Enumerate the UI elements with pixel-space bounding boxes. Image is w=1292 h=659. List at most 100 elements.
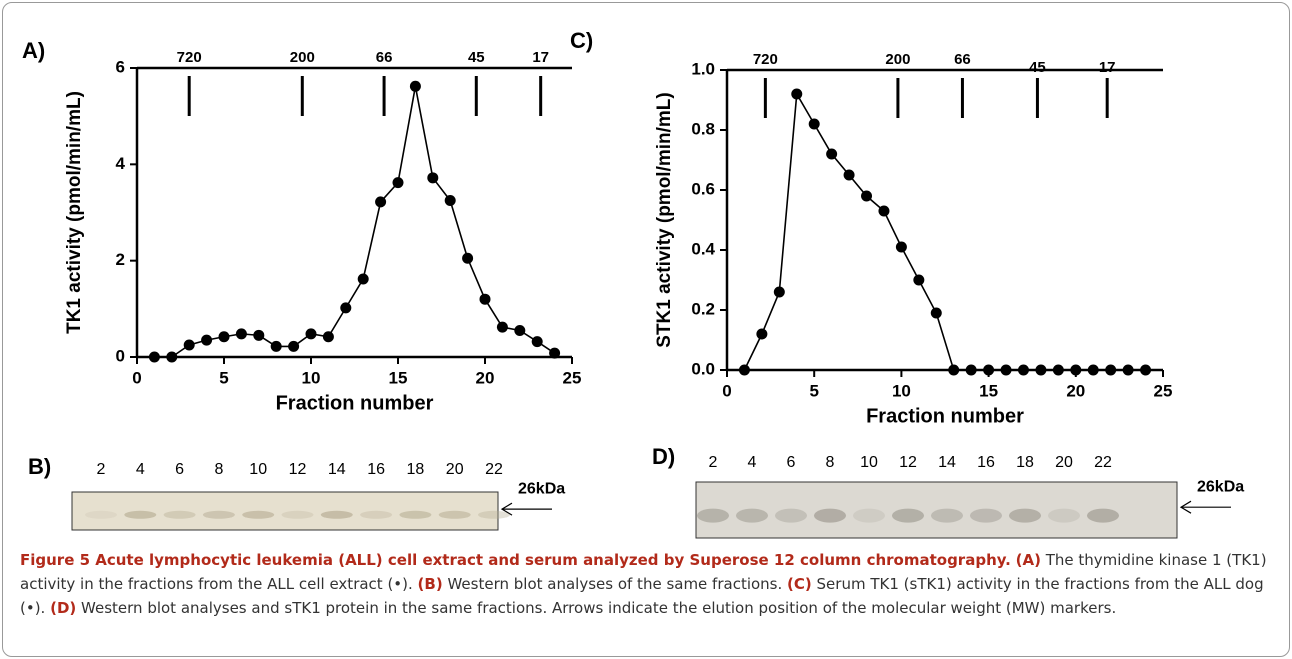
data-point [183, 339, 195, 351]
blot-band [281, 510, 314, 519]
blot-band [124, 510, 157, 519]
blot-band [360, 510, 393, 519]
data-point [322, 331, 334, 343]
data-point [930, 307, 942, 319]
data-point [218, 331, 230, 343]
data-point [1017, 364, 1029, 376]
caption-text: Serum TK1 (sTK1) activity in the fractio… [20, 575, 1264, 617]
caption-text: (C) [787, 575, 812, 593]
arrow-head [1179, 500, 1192, 514]
mw-marker-label: 45 [468, 49, 485, 66]
lane-label: 20 [446, 461, 464, 478]
x-tick-label: 5 [219, 368, 228, 387]
lane-label: 10 [860, 454, 878, 471]
data-point [965, 364, 977, 376]
data-point [288, 340, 300, 352]
data-point [357, 273, 369, 285]
data-point [861, 190, 873, 202]
caption-text: (D) [50, 599, 77, 617]
blot-band [736, 508, 768, 523]
data-point [808, 118, 820, 130]
data-line [743, 91, 1146, 371]
y-axis-label: TK1 activity (pmol/min/mL) [64, 91, 85, 334]
lane-label: 22 [1094, 454, 1112, 471]
mw-marker-label: 200 [290, 49, 315, 66]
lane-label: 8 [826, 454, 835, 471]
data-point [514, 325, 526, 337]
caption-text: Western blot analyses and sTK1 protein i… [76, 599, 1117, 617]
blot-band [970, 508, 1002, 523]
blot-band [1009, 508, 1041, 523]
data-point [1122, 364, 1134, 376]
y-tick-label: 6 [116, 57, 125, 76]
y-tick-label: 0.0 [691, 359, 715, 378]
mw-marker-label: 17 [1099, 59, 1116, 76]
panel-label: C) [570, 28, 593, 53]
data-point [878, 205, 890, 217]
caption: Figure 5 Acute lymphocytic leukemia (ALL… [20, 548, 1275, 620]
data-point [826, 148, 838, 160]
x-tick-label: 15 [979, 381, 998, 400]
y-tick-label: 0.8 [691, 119, 715, 138]
caption-text: Western blot analyses of the same fracti… [442, 575, 788, 593]
data-point [791, 88, 803, 100]
blot-band [478, 510, 510, 519]
x-tick-label: 25 [563, 368, 582, 387]
y-tick-label: 0.2 [691, 299, 715, 318]
x-tick-label: 0 [132, 368, 141, 387]
blot-band [814, 508, 846, 523]
data-point [496, 321, 508, 333]
x-tick-label: 5 [809, 381, 818, 400]
y-tick-label: 0 [116, 346, 125, 365]
mw-marker-label: 66 [954, 51, 971, 68]
y-tick-label: 2 [116, 250, 125, 269]
lane-label: 4 [748, 454, 757, 471]
blot-band [853, 508, 885, 523]
data-point [913, 274, 925, 286]
data-point [375, 196, 387, 208]
blot-band [85, 510, 117, 519]
lane-label: 4 [136, 461, 145, 478]
data-point [773, 286, 785, 298]
lane-label: 2 [709, 454, 718, 471]
arrow-head [500, 502, 513, 516]
lane-label: 14 [938, 454, 956, 471]
blot-band [1087, 508, 1119, 523]
mw-label: 26kDa [518, 480, 565, 497]
data-point [340, 302, 352, 314]
data-point [1070, 364, 1082, 376]
data-point [201, 334, 213, 346]
caption-text: (B) [417, 575, 443, 593]
data-point [1140, 364, 1152, 376]
y-tick-label: 0.6 [691, 179, 715, 198]
blot-band [892, 508, 924, 523]
panel-label: B) [28, 454, 51, 479]
lane-label: 18 [1016, 454, 1034, 471]
mw-marker-label: 17 [532, 49, 549, 66]
mw-marker-label: 720 [753, 51, 778, 68]
caption-text: Figure 5 Acute lymphocytic leukemia (ALL… [20, 551, 1011, 569]
data-point [1000, 364, 1012, 376]
x-tick-label: 10 [302, 368, 321, 387]
mw-marker-label: 45 [1029, 59, 1046, 76]
data-point [166, 351, 178, 363]
y-tick-label: 1.0 [691, 59, 715, 78]
x-tick-label: 0 [722, 381, 731, 400]
lane-label: 6 [787, 454, 796, 471]
x-axis-label: Fraction number [276, 392, 434, 414]
data-point [253, 329, 265, 341]
data-point [148, 351, 160, 363]
panel-label: A) [22, 38, 45, 63]
data-point [756, 328, 768, 340]
data-point [444, 194, 456, 206]
lane-label: 14 [328, 461, 346, 478]
lane-label: 12 [289, 461, 307, 478]
y-axis-label: STK1 activity (pmol/min/mL) [654, 92, 675, 347]
caption-text: (A) [1015, 551, 1041, 569]
data-point [983, 364, 995, 376]
data-point [427, 172, 439, 184]
data-point [462, 252, 474, 264]
blot-band [399, 510, 432, 519]
y-tick-label: 0.4 [691, 239, 715, 258]
